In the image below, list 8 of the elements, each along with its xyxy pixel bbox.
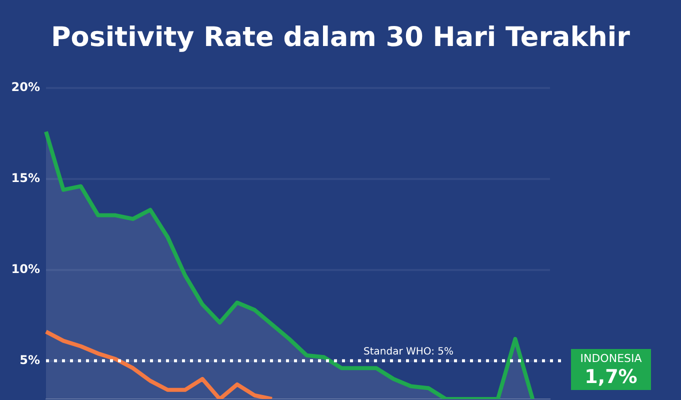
- text: 1,7%: [584, 366, 638, 388]
- ref-line-label: Standar WHO: 5%: [364, 346, 454, 358]
- y-tick-label: 10%: [11, 262, 40, 276]
- y-tick-label: 15%: [11, 171, 40, 186]
- text: INDONESIA: [579, 352, 643, 366]
- y-tick-label: 5%: [20, 352, 40, 367]
- chart-title: Positivity Rate dalam 30 Hari Terakhir: [50, 22, 631, 53]
- y-tick-label: 20%: [11, 80, 40, 94]
